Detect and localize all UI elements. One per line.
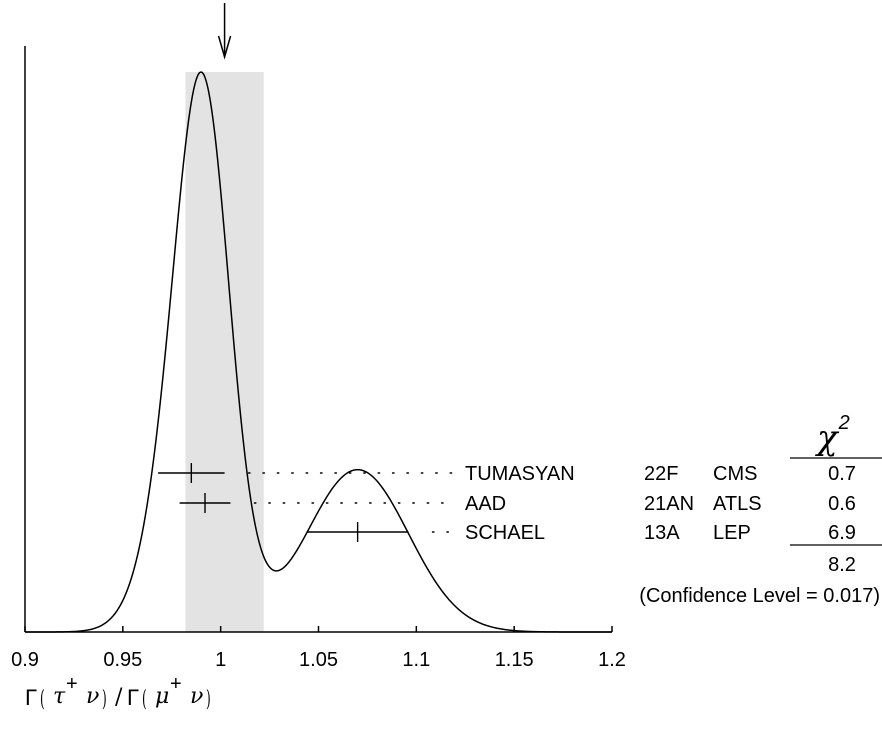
measurement-chi2: 0.7 — [828, 463, 856, 485]
x-tick-label: 1.2 — [598, 649, 626, 671]
chi2-total: 8.2 — [828, 554, 856, 576]
measurement-experiment: LEP — [713, 522, 751, 544]
svg-text:τ: τ — [53, 684, 66, 709]
svg-text:): ) — [206, 687, 211, 712]
measurements: TUMASYAN 22F CMS 0.7 AAD 21AN ATLS 0.6 SCHAEL 13A… — [158, 463, 856, 544]
average-arrow — [217, 3, 232, 60]
svg-text:Γ: Γ — [127, 685, 139, 710]
confidence-level: (Confidence Level = 0.017) — [639, 585, 880, 607]
measurement-chi2: 6.9 — [828, 522, 856, 544]
average-band — [185, 72, 264, 632]
svg-text:(: ( — [142, 687, 147, 712]
measurement-year: 21AN — [644, 493, 694, 515]
x-tick-label: 1 — [215, 649, 226, 671]
measurement-row: SCHAEL 13A LEP 6.9 — [306, 522, 856, 544]
svg-text:+: + — [170, 673, 182, 695]
x-axis-ticks: 0.9 0.95 1 1.05 1.1 1.15 1.2 — [11, 626, 626, 671]
measurement-experiment: CMS — [713, 463, 757, 485]
measurement-author: TUMASYAN — [465, 463, 575, 485]
measurement-row: AAD 21AN ATLS 0.6 — [179, 493, 856, 515]
svg-text:Γ: Γ — [25, 685, 37, 710]
x-tick-label: 1.1 — [402, 649, 430, 671]
svg-text:ν: ν — [86, 684, 99, 709]
svg-text:/: / — [115, 685, 123, 710]
measurement-author: AAD — [465, 493, 506, 515]
measurement-row: TUMASYAN 22F CMS 0.7 — [158, 463, 856, 485]
ideogram-curve — [25, 71, 612, 633]
chi2-header: χ2 — [815, 412, 850, 458]
svg-text:ν: ν — [190, 684, 203, 709]
measurement-year: 13A — [644, 522, 680, 544]
svg-text:+: + — [66, 673, 78, 695]
x-tick-label: 1.05 — [299, 649, 338, 671]
svg-text:(: ( — [40, 687, 45, 712]
x-tick-label: 1.15 — [495, 649, 534, 671]
svg-text:): ) — [102, 687, 107, 712]
x-axis-label: Γ ( τ + ν ) / Γ ( μ + ν ) — [25, 673, 211, 712]
measurement-year: 22F — [644, 463, 678, 485]
x-tick-label: 0.9 — [11, 649, 39, 671]
svg-text:μ: μ — [155, 684, 169, 709]
measurement-author: SCHAEL — [465, 522, 545, 544]
measurement-experiment: ATLS — [713, 493, 762, 515]
x-tick-label: 0.95 — [103, 649, 142, 671]
measurement-chi2: 0.6 — [828, 493, 856, 515]
